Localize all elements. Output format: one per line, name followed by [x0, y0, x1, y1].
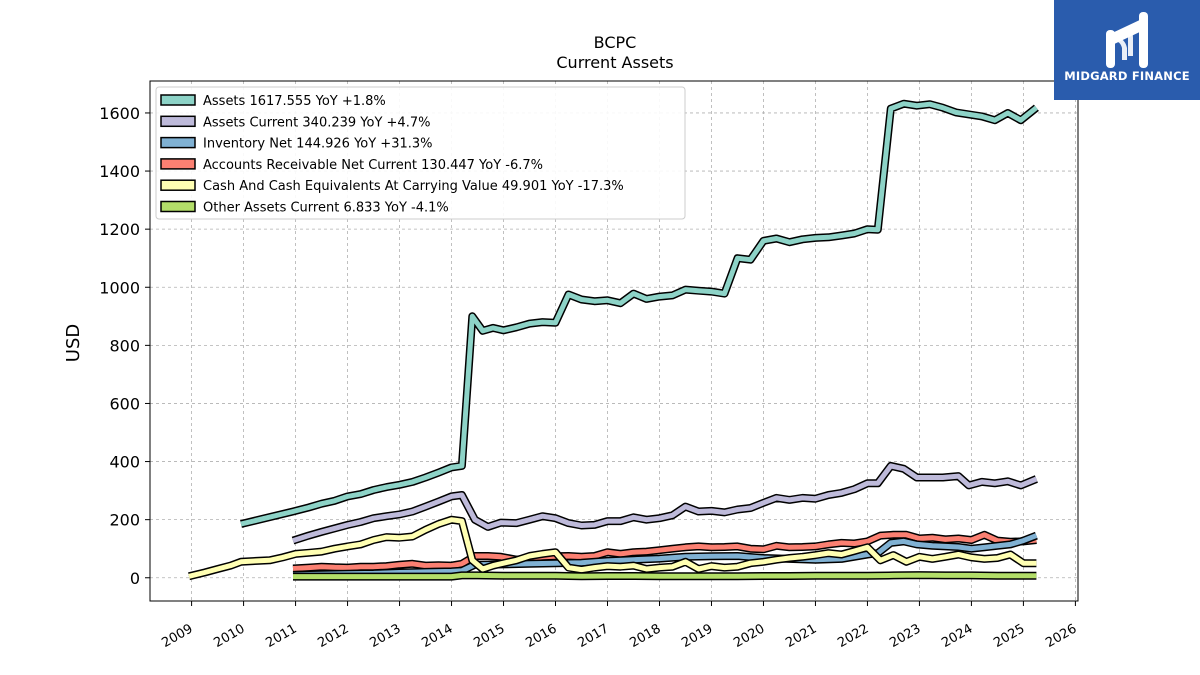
x-tick-label: 2022 [835, 621, 871, 651]
legend-swatch [160, 136, 196, 149]
x-tick-label: 2013 [367, 621, 403, 651]
legend-entry: Accounts Receivable Net Current 130.447 … [203, 158, 543, 173]
series-line [188, 517, 1037, 579]
x-tick-label: 2009 [159, 621, 195, 651]
series-layer [188, 99, 1039, 581]
y-tick-label: 1000 [99, 278, 140, 297]
x-tick-label: 2024 [939, 621, 975, 651]
x-tick-label: 2018 [627, 621, 663, 651]
y-tick-label: 1200 [99, 220, 140, 239]
y-tick-label: 1400 [99, 162, 140, 181]
series-line [292, 533, 1038, 578]
y-tick-label: 800 [109, 336, 140, 355]
y-tick-label: 1600 [99, 104, 140, 123]
x-tick-label: 2011 [263, 621, 299, 651]
y-axis-label: USD [63, 324, 84, 362]
x-tick-label: 2015 [471, 621, 507, 651]
legend-entry: Inventory Net 144.926 YoY +31.3% [203, 137, 433, 152]
legend-box [155, 86, 686, 220]
legend-swatch [160, 94, 196, 106]
y-tick-label: 400 [109, 453, 140, 472]
x-tick-label: 2023 [887, 621, 923, 651]
legend-entry: Assets 1617.555 YoY +1.8% [203, 94, 386, 109]
chart-subtitle: Current Assets [556, 53, 673, 72]
x-tick-label: 2020 [731, 621, 767, 651]
series-line [293, 572, 1037, 580]
x-tick-label: 2010 [211, 621, 247, 651]
legend: Assets 1617.555 YoY +1.8% Assets Current … [155, 86, 686, 220]
brand-logo: MIDGARD FINANCE [1054, 0, 1200, 100]
x-tick-label: 2019 [679, 621, 715, 651]
y-tick-label: 200 [109, 511, 140, 530]
series-line [292, 463, 1038, 543]
legend-swatch [160, 115, 196, 128]
chart-title: BCPC [594, 33, 637, 52]
x-tick-label: 2017 [575, 621, 611, 651]
plot-frame [149, 80, 1079, 602]
legend-entry: Cash And Cash Equivalents At Carrying Va… [203, 179, 624, 194]
x-tick-label: 2026 [1043, 621, 1079, 651]
series-line [240, 101, 1038, 527]
legend-swatch [160, 200, 196, 213]
legend-swatch [160, 158, 196, 170]
legend-entry: Other Assets Current 6.833 YoY -4.1% [203, 201, 449, 216]
x-tick-label: 2012 [315, 621, 351, 651]
x-tick-label: 2021 [783, 621, 819, 651]
brand-name: MIDGARD FINANCE [1064, 69, 1190, 83]
x-tick-label: 2014 [419, 621, 455, 651]
x-tick-label: 2016 [523, 621, 559, 651]
y-tick-label: 600 [109, 394, 140, 413]
legend-entry: Assets Current 340.239 YoY +4.7% [203, 115, 430, 130]
legend-swatch [160, 179, 196, 191]
series-line [292, 532, 1037, 571]
x-tick-label: 2025 [991, 621, 1027, 651]
logo-mark-icon [1106, 12, 1148, 68]
y-tick-label: 0 [130, 569, 140, 588]
